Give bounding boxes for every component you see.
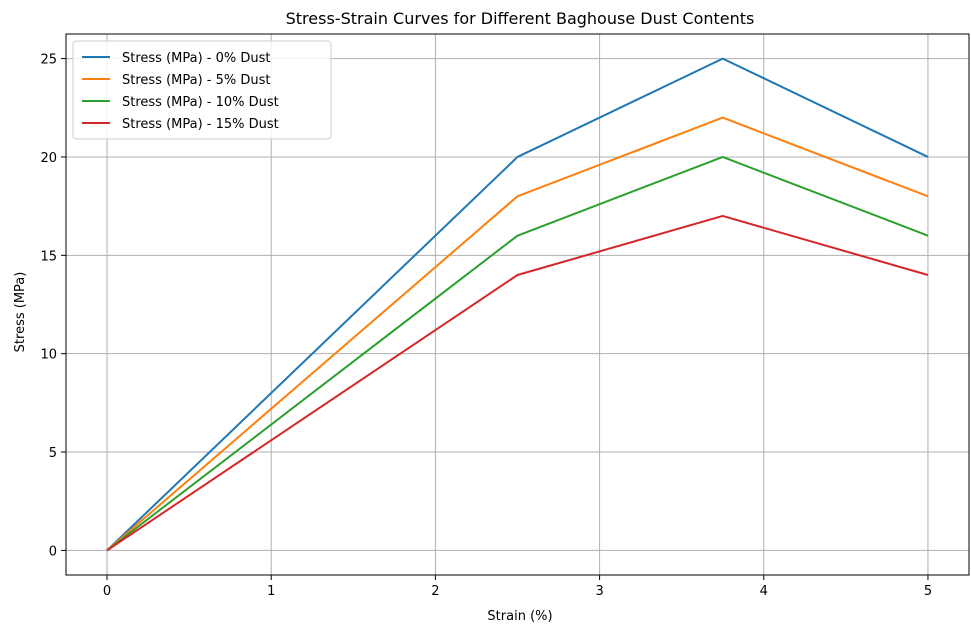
series-line-2	[106, 155, 929, 552]
legend-box	[72, 40, 332, 140]
y-tick-label: 25	[40, 53, 57, 68]
legend: Stress (MPa) - 0% Dust Stress (MPa) - 5% …	[72, 40, 332, 140]
x-tick-label: 4	[760, 584, 768, 599]
y-tick-label: 5	[49, 446, 57, 461]
series-line-1	[106, 116, 929, 552]
y-tick-label: 15	[40, 249, 57, 264]
x-axis-ticks: 0 1 2 3 4 5	[103, 575, 932, 599]
x-tick-label: 3	[595, 584, 603, 599]
x-tick-label: 1	[267, 584, 275, 599]
y-tick-label: 20	[40, 151, 57, 166]
x-axis-label: Strain (%)	[487, 609, 552, 624]
series-line-3	[106, 214, 929, 552]
y-axis-label: Stress (MPa)	[13, 272, 28, 353]
legend-label-2: Stress (MPa) - 10% Dust	[122, 95, 279, 110]
plot-area-frame	[65, 33, 970, 576]
series-lines	[106, 57, 929, 552]
legend-label-1: Stress (MPa) - 5% Dust	[122, 73, 271, 88]
y-tick-label: 10	[40, 348, 57, 363]
series-line-0	[106, 57, 929, 552]
legend-label-0: Stress (MPa) - 0% Dust	[122, 51, 271, 66]
x-tick-label: 5	[924, 584, 932, 599]
x-tick-label: 0	[103, 584, 111, 599]
x-tick-label: 2	[431, 584, 439, 599]
y-tick-label: 0	[49, 544, 57, 559]
chart-title: Stress-Strain Curves for Different Bagho…	[286, 9, 755, 28]
legend-label-3: Stress (MPa) - 15% Dust	[122, 117, 279, 132]
y-axis-ticks: 0 5 10 15 20 25	[40, 53, 66, 559]
